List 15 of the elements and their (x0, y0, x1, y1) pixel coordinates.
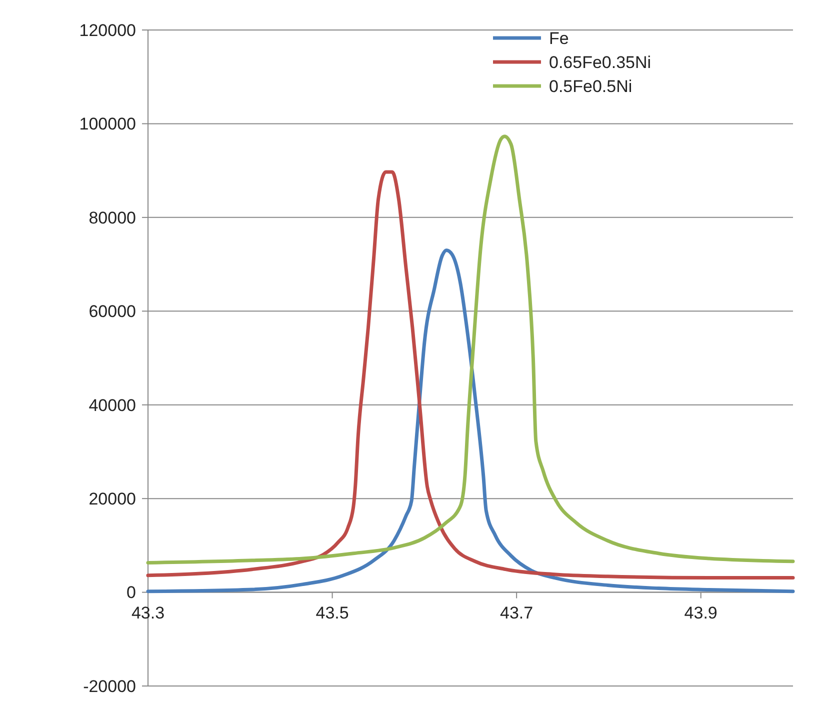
y-tick-label: 0 (126, 583, 136, 602)
x-tick-label: 43.5 (316, 603, 349, 622)
y-tick-label: 120000 (79, 20, 136, 40)
y-tick-label: 20000 (88, 490, 136, 509)
legend-label: Fe (549, 28, 569, 48)
y-tick-label: 80000 (88, 208, 136, 228)
x-tick-label: 43.3 (131, 603, 165, 622)
y-tick-label: -20000 (83, 676, 136, 696)
legend-label: 0.65Fe0.35Ni (549, 52, 652, 72)
y-tick-label: 40000 (88, 396, 136, 415)
legend-label: 0.5Fe0.5Ni (549, 76, 632, 96)
y-tick-label: 100000 (79, 114, 136, 134)
y-tick-label: 60000 (88, 302, 136, 322)
x-tick-label: 43.9 (684, 603, 718, 622)
x-tick-label: 43.7 (500, 603, 534, 622)
